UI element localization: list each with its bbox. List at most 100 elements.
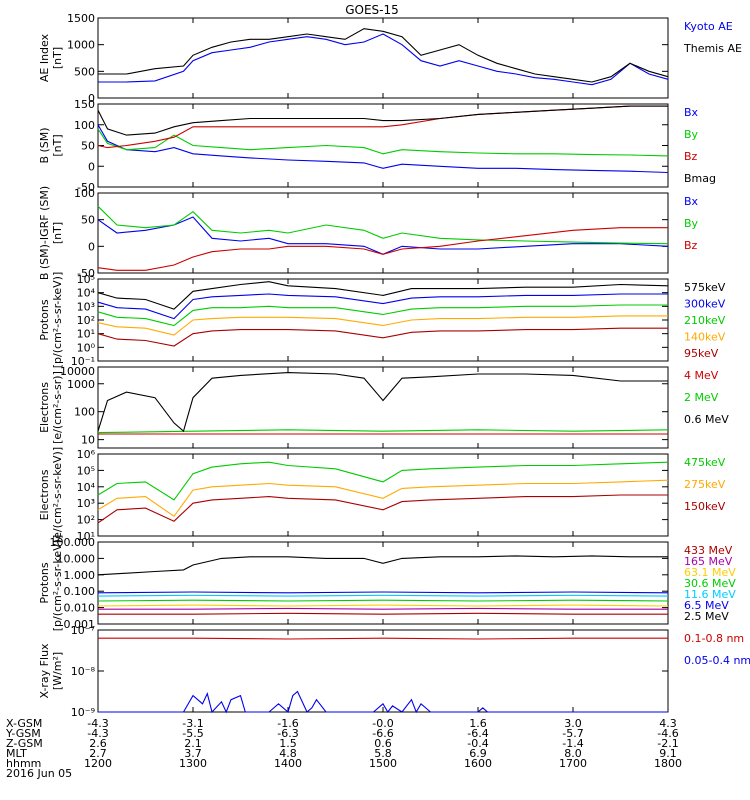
x-axis-value: -5.5 xyxy=(182,727,203,740)
date-label: 2016 Jun 05 xyxy=(6,767,72,780)
y-axis-label: [nT] xyxy=(51,47,64,69)
legend-entry: 575keV xyxy=(684,281,726,294)
y-axis-label: Electrons xyxy=(38,469,51,520)
x-axis-value: 1300 xyxy=(179,757,207,770)
legend-entry: Kyoto AE xyxy=(684,20,733,33)
y-axis-label: Protons xyxy=(38,299,51,340)
series-line xyxy=(97,124,669,174)
x-axis-value: -0.0 xyxy=(372,717,393,730)
x-axis-value: 1800 xyxy=(654,757,682,770)
legend-entry: 30.6 MeV xyxy=(684,577,736,590)
x-axis-value: 1200 xyxy=(84,757,112,770)
x-axis-value: 1700 xyxy=(559,757,587,770)
legend-entry: 433 MeV xyxy=(684,544,733,557)
series-line xyxy=(97,216,669,255)
y-tick-label: 10⁻⁷ xyxy=(71,624,95,637)
x-axis-value: 1.6 xyxy=(469,717,487,730)
y-tick-label: 0 xyxy=(88,92,95,105)
x-axis-row-label: MLT xyxy=(6,747,27,760)
y-axis-label: [p/(cm²-s-sr-keV)] xyxy=(51,535,64,632)
x-axis-value: -2.1 xyxy=(657,737,678,750)
x-axis-value: 1500 xyxy=(369,757,397,770)
plot-title: GOES-15 xyxy=(345,3,399,17)
y-tick-label: 10¹ xyxy=(77,328,95,341)
legend-entry: 140keV xyxy=(684,331,726,344)
legend-entry: 2 MeV xyxy=(684,391,719,404)
x-axis-value: 4.3 xyxy=(659,717,677,730)
x-axis-value: 6.9 xyxy=(469,747,487,760)
y-tick-label: 10⁻¹ xyxy=(71,355,95,368)
y-tick-label: 0.010 xyxy=(64,602,96,615)
series-line xyxy=(98,690,668,714)
legend-entry: 6.5 MeV xyxy=(684,599,729,612)
x-axis-value: 8.0 xyxy=(564,747,582,760)
y-tick-label: 10⁶ xyxy=(77,448,96,461)
series-line xyxy=(97,555,668,576)
series-line xyxy=(97,461,669,501)
panel-1: 0 500 1000 1500 AE Index [nT] Kyoto AE Themis A… xyxy=(38,12,742,105)
legend-entry: 2.5 MeV xyxy=(684,610,729,623)
y-axis-label: [e/(cm²-s-sr)] xyxy=(51,371,64,444)
x-axis-value: 2.7 xyxy=(89,747,107,760)
y-axis-label: X-ray Flux xyxy=(38,643,51,699)
series-line xyxy=(98,33,669,86)
series-line xyxy=(97,429,669,434)
series-line xyxy=(97,227,668,271)
x-axis-table: X-GSM -4.3 -3.1 -1.6 -0.0 1.6 3.0 4.3 Y-GSM -4.3 -… xyxy=(5,717,682,780)
y-tick-label: 100 xyxy=(74,406,95,419)
x-axis-value: -4.3 xyxy=(87,727,108,740)
y-tick-label: 0 xyxy=(88,240,95,253)
y-axis-label: [p/(cm²-s-sr-keV)] xyxy=(51,272,64,369)
y-tick-label: 0.100 xyxy=(64,585,96,598)
y-tick-label: 150 xyxy=(74,98,95,111)
panel-8: 10⁻⁹ 10⁻⁸ 10⁻⁷ X-ray Flux [W/m²] 0.1-0.8 nm 0.… xyxy=(38,624,750,719)
legend-entry: Themis AE xyxy=(683,42,742,55)
x-axis-value: -3.1 xyxy=(182,717,203,730)
legend-entry: 11.6 MeV xyxy=(684,588,736,601)
series-line xyxy=(97,105,668,149)
x-axis-value: 3.7 xyxy=(184,747,202,760)
series-line xyxy=(98,28,669,83)
y-tick-label: 1000 xyxy=(67,39,95,52)
legend-entry: Bz xyxy=(684,150,698,163)
x-axis-value: 9.1 xyxy=(659,747,677,760)
x-axis-value: 4.8 xyxy=(279,747,297,760)
series-line xyxy=(98,612,668,615)
y-tick-label: 10³ xyxy=(77,300,95,313)
y-tick-label: 1000 xyxy=(67,378,95,391)
legend-entry: 300keV xyxy=(684,298,726,311)
y-tick-label: 50 xyxy=(81,214,95,227)
y-axis-label: [e/(cm²-s-sr-keV)] xyxy=(51,447,64,543)
legend-entry: 95keV xyxy=(684,347,719,360)
y-tick-label: 10⁰ xyxy=(77,341,96,354)
series-line xyxy=(97,293,668,320)
y-tick-label: 100 xyxy=(74,119,95,132)
x-axis-value: -6.6 xyxy=(372,727,393,740)
x-axis-value: 1600 xyxy=(464,757,492,770)
x-axis-row-label: hhmm xyxy=(6,757,41,770)
y-tick-label: 10⁴ xyxy=(77,481,96,494)
y-tick-label: 10⁵ xyxy=(77,464,95,477)
legend-entry: 0.1-0.8 nm xyxy=(684,632,744,645)
series-line xyxy=(97,479,669,518)
legend-entry: 4 MeV xyxy=(684,369,719,382)
legend-entry: By xyxy=(684,217,699,230)
y-tick-label: 100 xyxy=(74,187,95,200)
series-line xyxy=(97,281,669,310)
legend-entry: 475keV xyxy=(684,456,726,469)
x-axis-value: -1.6 xyxy=(277,717,298,730)
series-line xyxy=(97,372,668,433)
x-axis-value: -1.4 xyxy=(562,737,583,750)
panel-6: 10¹ 10² 10³ 10⁴ 10⁵ 10⁶ Electrons [e/(cm²-s-sr-… xyxy=(38,447,726,543)
series-line xyxy=(97,327,668,347)
panel-frame xyxy=(97,453,669,537)
legend-entry: Bx xyxy=(684,106,699,119)
legend-entry: Bz xyxy=(684,239,698,252)
y-axis-label: B (SM)-IGRF (SM) xyxy=(38,186,51,280)
y-axis-label: AE Index xyxy=(38,33,51,82)
panel-frame xyxy=(97,278,669,362)
panel-frame xyxy=(97,17,669,99)
legend-entry: 0.05-0.4 nm xyxy=(684,654,750,667)
